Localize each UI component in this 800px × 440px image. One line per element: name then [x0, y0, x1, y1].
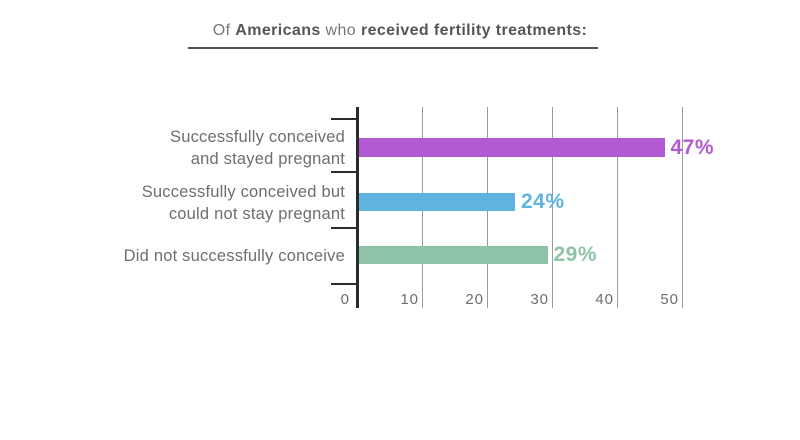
category-label-line: Successfully conceived but: [141, 183, 345, 201]
x-tick-label: 10: [400, 291, 419, 308]
bar-row: 29%: [359, 243, 598, 266]
bar-did-not-conceive: [359, 246, 548, 264]
y-tick: [331, 283, 357, 285]
x-tick-label: 50: [660, 291, 679, 308]
category-label: Successfully conceived and stayed pregna…: [170, 126, 345, 170]
bar-row: 24%: [359, 190, 565, 213]
category-label-line: Did not successfully conceive: [123, 247, 345, 265]
x-tick-label: 40: [595, 291, 614, 308]
y-axis-line: [356, 107, 359, 308]
gridline-30: [552, 107, 553, 308]
x-tick-label: 0: [340, 291, 350, 308]
bar-conceived-not-stay-pregnant: [359, 193, 515, 211]
category-label: Did not successfully conceive: [124, 245, 345, 267]
title-bold1: Americans: [235, 22, 321, 39]
category-label-line: and stayed pregnant: [190, 150, 345, 168]
y-tick: [331, 227, 357, 229]
y-tick: [331, 171, 357, 173]
category-label: Successfully conceived but could not sta…: [142, 181, 345, 225]
category-label-line: Successfully conceived: [170, 128, 345, 146]
chart-title: Of Americans who received fertility trea…: [100, 22, 700, 40]
x-tick-label: 30: [530, 291, 549, 308]
title-part1: Of: [212, 22, 236, 39]
value-label: 47%: [670, 135, 715, 159]
gridline-50: [682, 107, 683, 308]
title-underline: [188, 47, 598, 49]
bar-successfully-conceived-stayed-pregnant: [359, 138, 665, 157]
title-part2: who: [320, 22, 361, 39]
value-label: 29%: [553, 243, 598, 266]
category-label-line: could not stay pregnant: [168, 205, 345, 223]
y-tick: [331, 118, 357, 120]
title-bold2: received fertility treatments:: [360, 22, 588, 39]
x-tick-label: 20: [465, 291, 484, 308]
bar-row: 47%: [359, 135, 715, 159]
gridline-40: [617, 107, 618, 308]
value-label: 24%: [521, 190, 565, 213]
